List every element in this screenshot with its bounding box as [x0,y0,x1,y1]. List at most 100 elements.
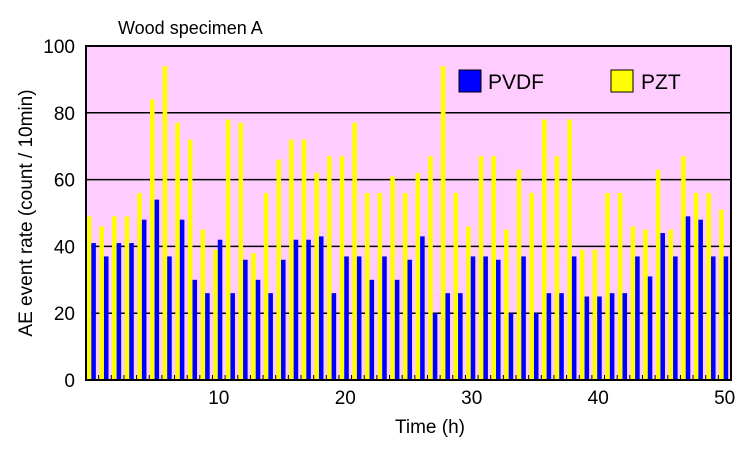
bar-pzt-49 [706,192,712,380]
legend-swatch-pzt [610,69,634,93]
bar-pzt-31 [478,156,484,380]
x-tick-label-30: 30 [461,388,482,409]
chart-title: Wood specimen A [118,18,263,38]
bar-pzt-34 [516,169,522,380]
bar-pvdf-3 [129,243,134,380]
bar-pzt-37 [554,156,560,380]
bar-pzt-36 [542,119,547,380]
bar-pvdf-11 [230,293,235,380]
bar-pvdf-41 [609,293,615,380]
bar-pzt-41 [605,192,610,380]
x-axis-tick-labels: 10 20 30 40 50 [208,388,735,409]
bar-pzt-20 [339,156,345,380]
bar-pvdf-35 [533,313,539,380]
bar-pzt-23 [377,192,383,380]
bar-pvdf-43 [635,256,640,380]
bar-pvdf-50 [723,256,729,380]
bar-pvdf-16 [293,239,299,380]
bar-pzt-44 [643,229,648,380]
bar-pvdf-18 [318,236,324,380]
bar-pvdf-21 [356,256,362,380]
bar-pvdf-8 [192,279,198,380]
bar-pzt-47 [681,156,686,380]
bar-pvdf-31 [483,256,488,380]
bar-pvdf-29 [458,293,463,380]
legend-item-pvdf: PVDF [458,69,544,94]
bar-pzt-46 [668,229,674,380]
bar-pzt-29 [453,192,459,380]
bar-pzt-9 [200,229,206,380]
bar-pzt-35 [529,192,534,380]
bar-pvdf-23 [382,256,387,380]
bar-pvdf-49 [711,256,716,380]
x-tick-label-10: 10 [208,388,229,409]
legend-swatch-pvdf [458,69,482,93]
bar-pvdf-15 [281,259,286,380]
bar-pvdf-5 [154,199,160,380]
x-tick-label-40: 40 [588,388,609,409]
bar-pvdf-46 [673,256,678,380]
bar-pvdf-20 [344,256,349,380]
bar-pvdf-10 [217,239,223,380]
bar-pvdf-2 [116,243,122,380]
bar-pzt-5 [149,99,155,380]
bar-pzt-45 [655,169,661,380]
bar-pzt-6 [162,66,168,380]
bar-pzt-13 [251,253,256,380]
bar-pvdf-48 [698,219,703,380]
bar-pzt-7 [175,122,180,380]
bar-pvdf-24 [394,279,400,380]
bar-pzt-19 [327,156,332,380]
bar-pzt-48 [693,192,699,380]
bar-pvdf-34 [521,256,526,380]
bar-pzt-30 [466,226,471,380]
bar-pvdf-27 [432,313,438,380]
bar-pvdf-25 [407,259,413,380]
y-tick-label-40: 40 [54,237,75,258]
bar-pvdf-1 [103,256,109,380]
bar-pzt-32 [491,156,497,380]
bar-pzt-3 [124,216,130,380]
bar-pvdf-33 [508,313,514,380]
bar-pzt-8 [187,139,193,380]
legend-label-pvdf: PVDF [488,71,544,94]
plot-border [85,45,732,381]
bar-pvdf-45 [660,233,665,380]
bar-pzt-16 [289,139,294,380]
y-tick-label-20: 20 [54,304,75,325]
bar-pzt-4 [137,192,142,380]
legend: PVDF PZT [458,69,681,94]
y-axis-tick-labels: 0 20 40 60 80 100 [43,37,75,392]
bar-pvdf-4 [141,219,147,380]
bar-pvdf-12 [243,259,248,380]
bar-pzt-25 [402,192,408,380]
bar-pvdf-9 [205,293,210,380]
legend-label-pzt: PZT [641,71,681,94]
bar-pzt-12 [238,122,244,380]
bar-pzt-43 [630,226,636,380]
bar-pvdf-39 [584,296,590,380]
bar-pzt-18 [314,172,319,380]
legend-item-pzt: PZT [610,69,681,94]
bar-pvdf-28 [445,293,450,380]
bar-pvdf-42 [622,293,628,380]
bar-pzt-39 [579,249,585,380]
bar-pvdf-14 [268,293,273,380]
x-tick-label-50: 50 [714,388,735,409]
bar-pzt-1 [99,226,104,380]
bar-pzt-10 [213,249,218,380]
bar-pvdf-40 [597,296,602,380]
bar-pzt-40 [592,249,598,380]
y-tick-label-100: 100 [43,37,75,58]
bar-pvdf-32 [496,259,501,380]
bar-pzt-11 [225,119,231,380]
bar-pzt-33 [504,229,509,380]
y-axis-title: AE event rate (count / 10min) [16,89,37,336]
y-tick-label-0: 0 [64,371,75,392]
x-axis-title: Time (h) [395,417,465,438]
bar-pzt-26 [415,172,421,380]
bar-pvdf-47 [685,216,691,380]
bar-pzt-38 [567,119,572,380]
bar-pzt-15 [276,159,282,380]
